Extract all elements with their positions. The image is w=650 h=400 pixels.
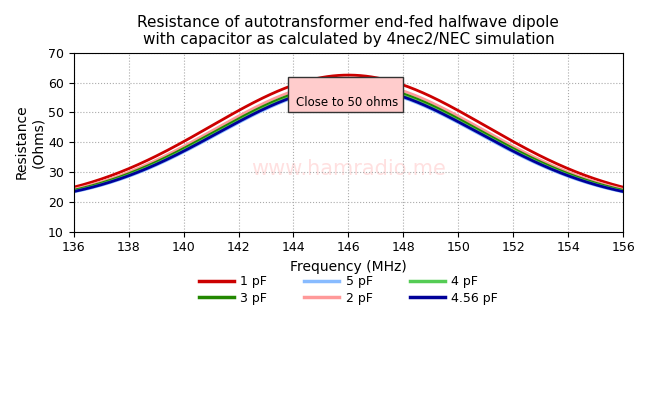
Y-axis label: Resistance
(Ohms): Resistance (Ohms): [15, 105, 46, 180]
Legend: 1 pF, 3 pF, 5 pF, 2 pF, 4 pF, 4.56 pF: 1 pF, 3 pF, 5 pF, 2 pF, 4 pF, 4.56 pF: [194, 270, 503, 310]
Bar: [288, 76, 404, 112]
Title: Resistance of autotransformer end-fed halfwave dipole
with capacitor as calculat: Resistance of autotransformer end-fed ha…: [138, 15, 560, 47]
Text: www.hamradio.me: www.hamradio.me: [251, 159, 446, 179]
Text: Close to 50 ohms: Close to 50 ohms: [296, 96, 398, 109]
X-axis label: Frequency (MHz): Frequency (MHz): [290, 260, 407, 274]
